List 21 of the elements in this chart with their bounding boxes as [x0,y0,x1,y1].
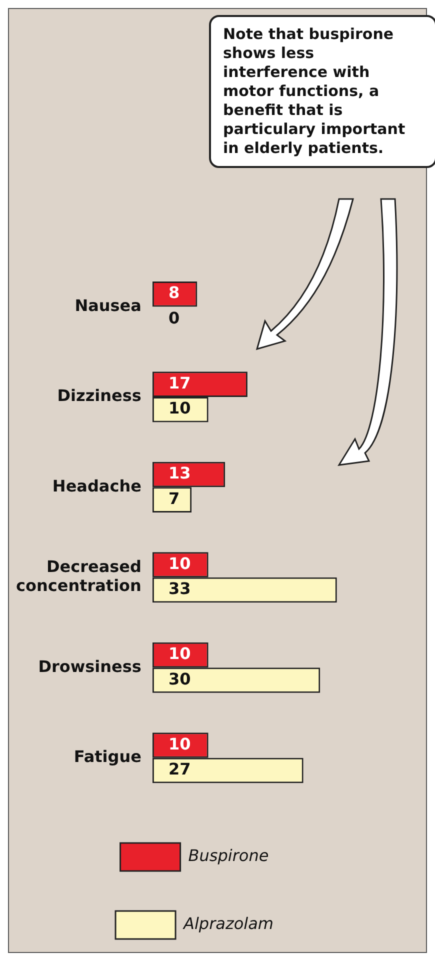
y-tick-label: Headache [52,476,142,496]
data-label: 10 [168,398,191,418]
data-label: 10 [168,644,191,664]
text: Note that buspirone shows less interference with motor functions, a benefit that is particulary important in elderly patients. [209,15,435,168]
y-tick-label: Nausea [74,296,142,315]
legend-label: Buspirone [188,846,269,866]
data-label: 10 [168,554,191,573]
y-tick-label: Fatigue [74,747,142,766]
data-label: 27 [168,760,191,779]
data-label: 7 [168,488,180,508]
data-label: 17 [168,373,191,392]
y-tick-label: Decreased concentration [16,556,142,596]
data-label: 33 [168,579,191,598]
data-label: 30 [168,669,191,688]
data-label: 0 [168,308,180,328]
y-tick-label: Drowsiness [38,656,142,676]
y-tick-label: Dizziness [57,386,142,406]
data-label: 10 [168,734,191,754]
data-label: 13 [168,464,191,483]
data-label: 8 [168,283,180,302]
legend-label: Alprazolam [182,914,274,934]
